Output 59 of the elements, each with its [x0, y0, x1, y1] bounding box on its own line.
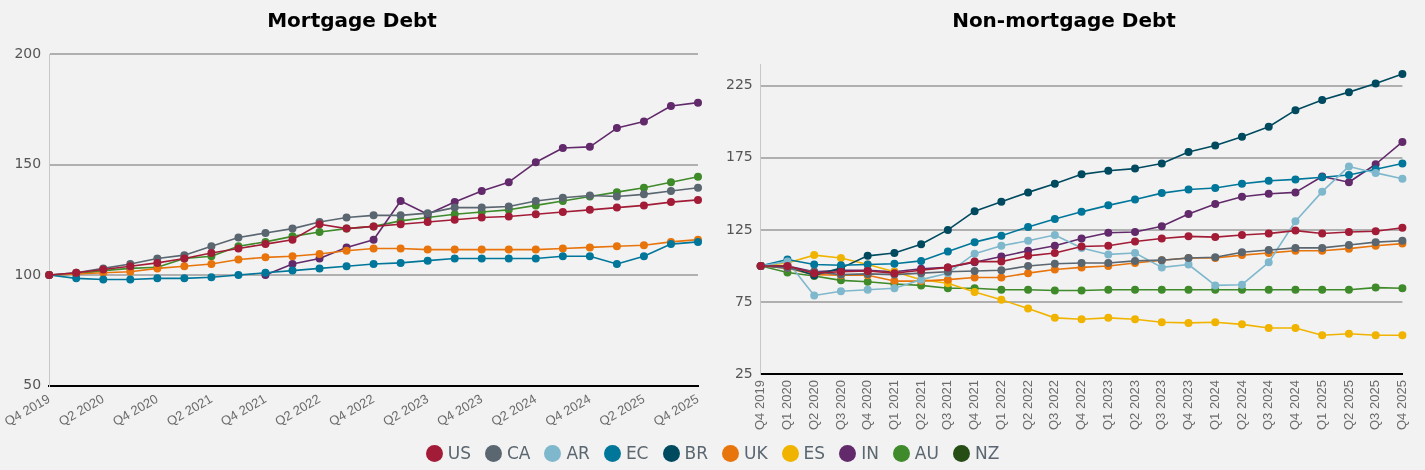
y-tick-label: 125 [725, 220, 753, 237]
x-tick-label: Q4 2019 [1, 391, 53, 429]
x-tick-label: Q1 2021 [885, 380, 901, 430]
y-tick-label: 150 [14, 155, 42, 172]
x-tick-label: Q1 2025 [1313, 380, 1329, 430]
x-tick-label: Q4 2020 [109, 391, 161, 429]
legend-label: CA [506, 443, 531, 463]
y-tick-label: 225 [725, 76, 753, 93]
x-tick-label: Q3 2023 [1153, 380, 1169, 430]
x-tick-label: Q4 2023 [434, 391, 486, 429]
x-tick-label: Q1 2020 [779, 380, 795, 430]
x-tick-label: Q4 2020 [859, 380, 875, 430]
x-tick-label: Q2 2025 [596, 391, 648, 429]
legend-label: NZ [974, 443, 1000, 463]
x-tick-label: Q2 2024 [1233, 380, 1249, 430]
x-tick-label: Q1 2022 [992, 380, 1008, 430]
x-tick-label: Q3 2022 [1046, 380, 1062, 430]
legend-label: US [447, 443, 471, 463]
y-tick-label: 25 [734, 364, 753, 381]
legend-label: IN [861, 443, 879, 463]
x-tick-label: Q2 2021 [912, 380, 928, 430]
x-tick-label: Q3 2024 [1260, 380, 1276, 430]
legend-label: AR [566, 443, 590, 463]
x-tick-label: Q1 2024 [1206, 380, 1222, 430]
y-tick-label: 50 [23, 376, 42, 393]
x-tick-label: Q3 2021 [939, 380, 955, 430]
legend-label: UK [743, 443, 768, 463]
x-tick-label: Q4 2025 [1393, 380, 1409, 430]
y-tick-label: 75 [734, 292, 753, 309]
x-tick-label: Q2 2022 [272, 391, 323, 429]
x-tick-label: Q4 2024 [1287, 380, 1303, 430]
x-tick-label: Q2 2020 [55, 391, 107, 429]
x-tick-label: Q2 2023 [380, 391, 431, 429]
x-tick-label: Q4 2019 [752, 380, 768, 430]
legend-label: ES [803, 443, 826, 463]
x-tick-label: Q4 2024 [542, 391, 594, 429]
x-tick-label: Q2 2021 [164, 391, 215, 429]
chart-title: Mortgage Debt [267, 8, 438, 33]
x-tick-label: Q3 2020 [832, 380, 848, 430]
x-tick-label: Q4 2023 [1180, 380, 1196, 430]
x-tick-label: Q1 2023 [1099, 380, 1115, 430]
y-tick-label: 175 [725, 148, 753, 165]
legend-label: EC [625, 443, 649, 463]
x-tick-label: Q4 2021 [966, 380, 982, 430]
chart-title: Non-mortgage Debt [952, 8, 1177, 33]
legend-label: AU [914, 443, 939, 463]
x-tick-label: Q2 2024 [488, 391, 540, 429]
x-tick-label: Q2 2020 [805, 380, 821, 430]
x-tick-label: Q2 2023 [1126, 380, 1142, 430]
x-tick-label: Q4 2025 [650, 391, 702, 429]
y-tick-label: 200 [14, 44, 42, 61]
x-tick-label: Q2 2022 [1019, 380, 1035, 430]
x-tick-label: Q4 2022 [1073, 380, 1089, 430]
x-tick-label: Q2 2025 [1340, 380, 1356, 430]
x-tick-label: Q4 2022 [326, 391, 377, 429]
x-tick-label: Q4 2021 [218, 391, 269, 429]
y-tick-label: 100 [14, 265, 42, 282]
legend-label: BR [684, 443, 708, 463]
x-tick-label: Q3 2025 [1367, 380, 1383, 430]
